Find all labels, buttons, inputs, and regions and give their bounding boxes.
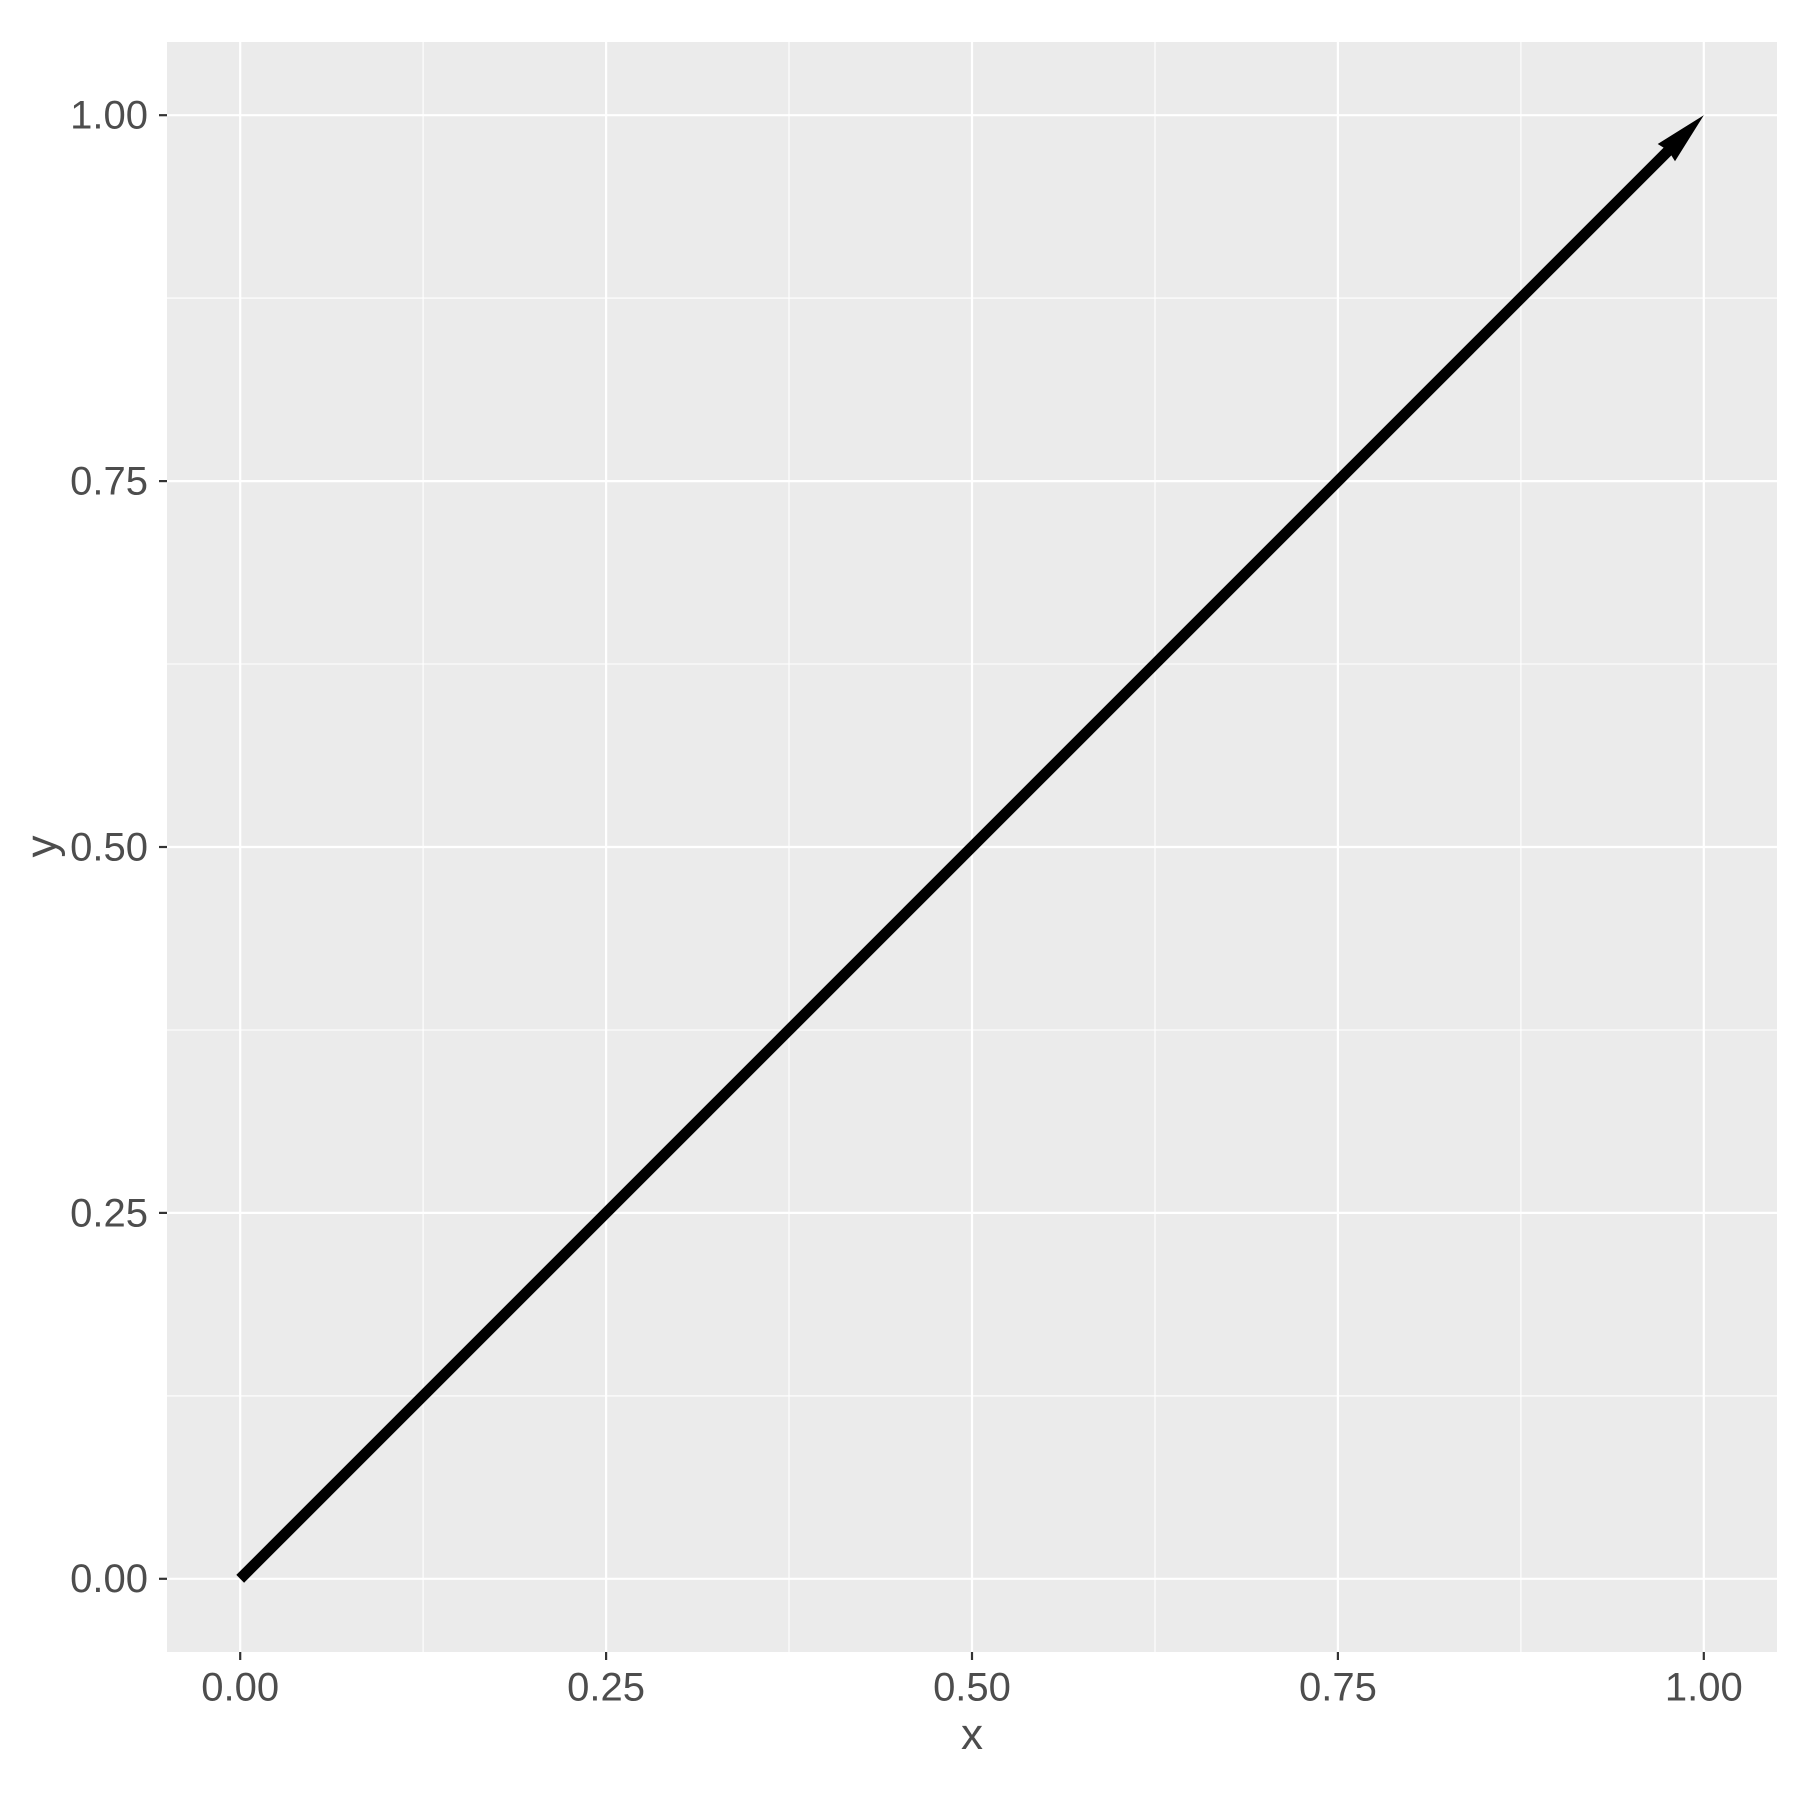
- svg-text:0.25: 0.25: [567, 1666, 645, 1710]
- svg-text:y: y: [17, 836, 66, 858]
- svg-text:0.50: 0.50: [70, 826, 148, 870]
- svg-text:1.00: 1.00: [1665, 1666, 1743, 1710]
- svg-text:0.00: 0.00: [201, 1666, 279, 1710]
- svg-text:1.00: 1.00: [70, 94, 148, 138]
- svg-text:0.50: 0.50: [933, 1666, 1011, 1710]
- svg-text:0.75: 0.75: [70, 460, 148, 504]
- svg-text:0.75: 0.75: [1299, 1666, 1377, 1710]
- svg-text:x: x: [961, 1710, 983, 1759]
- svg-text:0.25: 0.25: [70, 1192, 148, 1236]
- svg-text:0.00: 0.00: [70, 1557, 148, 1601]
